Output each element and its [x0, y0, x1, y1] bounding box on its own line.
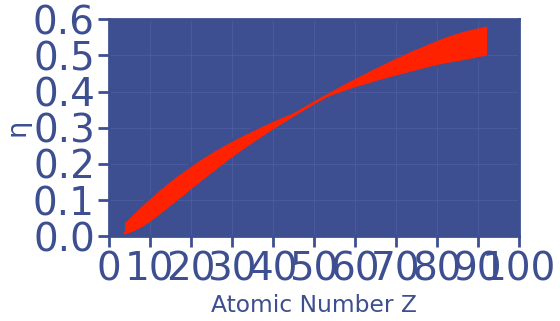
Y-axis label: η: η	[4, 119, 30, 136]
X-axis label: Atomic Number Z: Atomic Number Z	[211, 294, 417, 317]
